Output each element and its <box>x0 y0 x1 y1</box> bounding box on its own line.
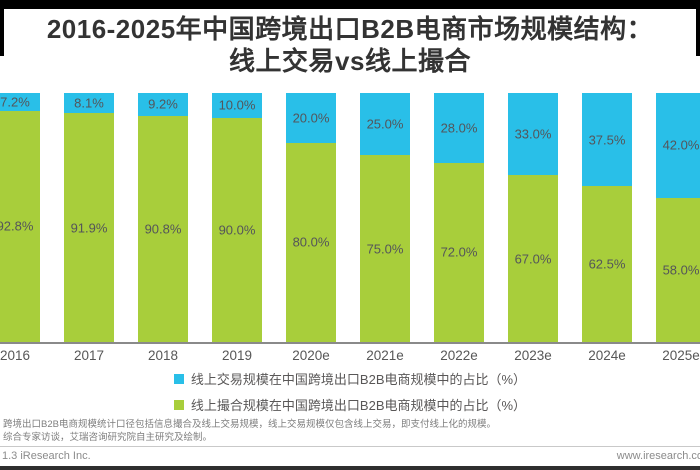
bar-value-label: 33.0% <box>514 126 552 142</box>
bar-segment-online-transaction: 9.2% <box>138 93 188 116</box>
bar-value-label: 67.0% <box>514 251 552 267</box>
chart-title-line2: 线上交易vs线上撮合 <box>229 46 471 76</box>
bar-segment-online-transaction: 37.5% <box>582 93 632 187</box>
bar-segment-online-transaction: 20.0% <box>286 93 336 143</box>
bar-segment-online-matching: 92.8% <box>0 110 40 342</box>
x-axis-label-2024e: 2024e <box>588 348 626 363</box>
source-website: www.iresearch.co <box>616 450 700 462</box>
bar-segment-online-matching: 90.8% <box>138 115 188 342</box>
x-axis-label-2023e: 2023e <box>514 348 552 363</box>
bar-value-label: 37.5% <box>588 132 626 148</box>
bar-value-label: 42.0% <box>662 137 700 153</box>
footer-divider <box>0 446 700 447</box>
bar-segment-online-matching: 67.0% <box>508 175 558 342</box>
x-axis-label-2017: 2017 <box>73 348 105 363</box>
legend-swatch-green-icon <box>173 399 184 410</box>
stacked-bar-2023e: 33.0% 67.0% <box>508 93 558 342</box>
bar-value-label: 58.0% <box>662 262 700 278</box>
bar-value-label: 20.0% <box>292 110 330 126</box>
bar-segment-online-matching: 58.0% <box>656 197 700 342</box>
legend-item-online-transaction: 线上交易规模在中国跨境出口B2B电商规模中的占比（%） <box>173 369 527 388</box>
legend-swatch-blue-icon <box>173 373 184 384</box>
footnote-line1: 跨境出口B2B电商规模统计口径包括信息撮合及线上交易规模，线上交易规模仅包含线上… <box>3 419 496 430</box>
bar-value-label: 91.9% <box>70 220 108 236</box>
bar-segment-online-transaction: 28.0% <box>434 93 484 163</box>
x-axis-label-2022e: 2022e <box>440 348 478 363</box>
x-axis-label-2025e: 2025e <box>662 348 700 363</box>
chart-legend: 线上交易规模在中国跨境出口B2B电商规模中的占比（%） 线上撮合规模在中国跨境出… <box>0 369 700 414</box>
bar-segment-online-transaction: 8.1% <box>64 93 114 114</box>
bar-value-label: 90.8% <box>144 221 182 237</box>
bar-value-label: 92.8% <box>0 218 34 234</box>
bar-value-label: 7.2% <box>0 94 30 110</box>
legend-item-online-matching: 线上撮合规模在中国跨境出口B2B电商规模中的占比（%） <box>173 395 527 414</box>
footnote-line2: 综合专家访谈，艾瑞咨询研究院自主研究及绘制。 <box>3 432 213 443</box>
bar-segment-online-transaction: 25.0% <box>360 93 410 156</box>
stacked-bar-2025e: 42.0% 58.0% <box>656 93 700 342</box>
bar-segment-online-matching: 90.0% <box>212 117 262 342</box>
bar-value-label: 80.0% <box>292 234 330 250</box>
chart-title: 2016-2025年中国跨境出口B2B电商市场规模结构： 线上交易vs线上撮合 <box>0 13 700 77</box>
bar-segment-online-matching: 91.9% <box>64 113 114 342</box>
bar-value-label: 90.0% <box>218 222 256 238</box>
stacked-bar-2017: 8.1% 91.9% <box>64 93 114 342</box>
bar-value-label: 75.0% <box>366 241 404 257</box>
stacked-bar-2020e: 20.0% 80.0% <box>286 93 336 342</box>
stacked-bar-2021e: 25.0% 75.0% <box>360 93 410 342</box>
stacked-bar-2022e: 28.0% 72.0% <box>434 93 484 342</box>
legend-label-online-transaction: 线上交易规模在中国跨境出口B2B电商规模中的占比（%） <box>190 372 527 387</box>
x-axis-line <box>0 342 700 344</box>
x-axis-label-2016: 2016 <box>0 348 31 363</box>
bar-segment-online-matching: 72.0% <box>434 162 484 342</box>
bar-value-label: 9.2% <box>148 96 178 112</box>
footnote: 跨境出口B2B电商规模统计口径包括信息撮合及线上交易规模，线上交易规模仅包含线上… <box>3 418 697 444</box>
chart-title-line1: 2016-2025年中国跨境出口B2B电商市场规模结构： <box>46 14 654 44</box>
letterbox-bottom-bar <box>0 466 700 470</box>
bar-segment-online-matching: 75.0% <box>360 155 410 342</box>
stacked-bar-2016: 7.2% 92.8% <box>0 93 40 342</box>
bar-segment-online-transaction: 10.0% <box>212 93 262 118</box>
bar-segment-online-transaction: 7.2% <box>0 93 40 111</box>
letterbox-right-strip <box>696 9 700 56</box>
bar-segment-online-transaction: 33.0% <box>508 93 558 176</box>
bar-value-label: 8.1% <box>74 95 104 111</box>
x-axis-label-2019: 2019 <box>221 348 253 363</box>
bar-value-label: 10.0% <box>218 97 256 113</box>
x-axis-label-2018: 2018 <box>147 348 179 363</box>
x-axis-label-2021e: 2021e <box>366 348 404 363</box>
source-attribution: 1.3 iResearch Inc. <box>2 450 91 462</box>
legend-label-online-matching: 线上撮合规模在中国跨境出口B2B电商规模中的占比（%） <box>190 398 527 413</box>
letterbox-top-bar <box>0 0 700 9</box>
bar-value-label: 28.0% <box>440 120 478 136</box>
letterbox-left-strip <box>0 9 4 56</box>
bar-segment-online-transaction: 42.0% <box>656 93 700 198</box>
stacked-bar-2024e: 37.5% 62.5% <box>582 93 632 342</box>
bar-value-label: 25.0% <box>366 116 404 132</box>
bar-segment-online-matching: 80.0% <box>286 142 336 342</box>
bar-value-label: 72.0% <box>440 244 478 260</box>
stacked-bar-2019: 10.0% 90.0% <box>212 93 262 342</box>
bar-value-label: 62.5% <box>588 256 626 272</box>
x-axis-label-2020e: 2020e <box>292 348 330 363</box>
bar-segment-online-matching: 62.5% <box>582 186 632 342</box>
stacked-bar-2018: 9.2% 90.8% <box>138 93 188 342</box>
